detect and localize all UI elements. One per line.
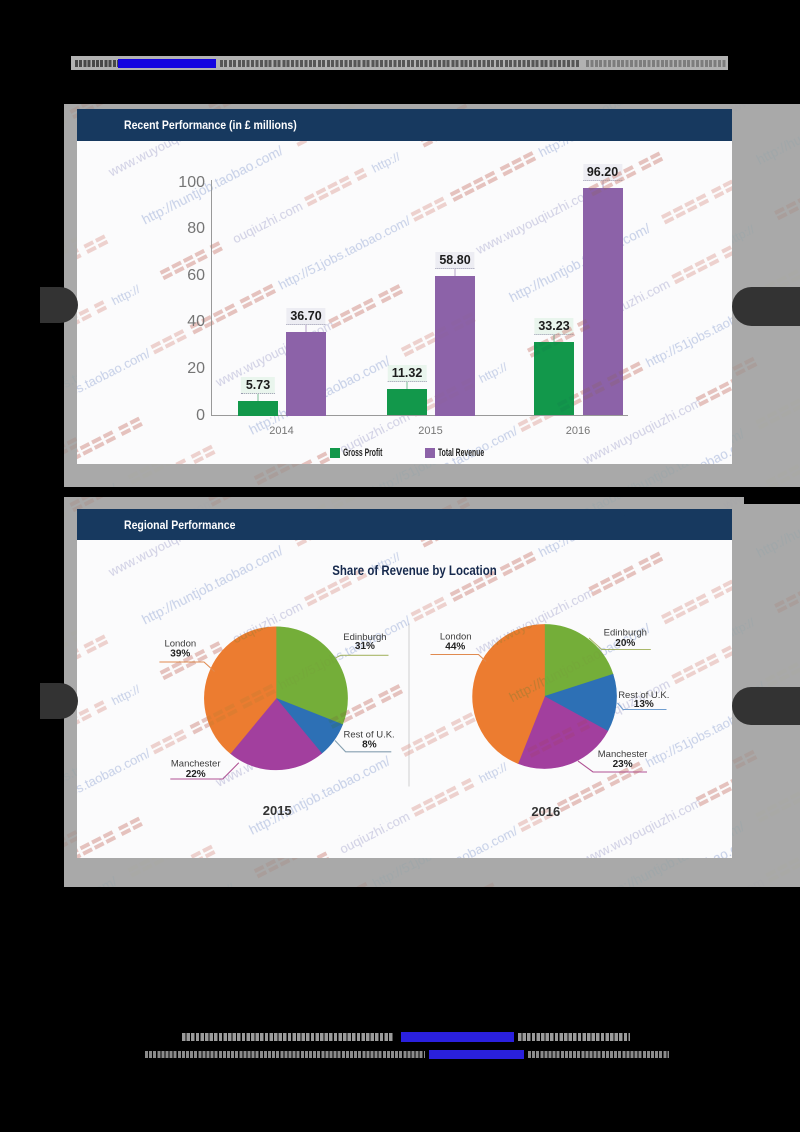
svg-text:23%: 23% <box>613 758 633 769</box>
svg-text:31%: 31% <box>355 641 375 652</box>
svg-text:13%: 13% <box>634 699 654 710</box>
svg-text:20%: 20% <box>615 638 635 649</box>
svg-text:39%: 39% <box>170 648 190 659</box>
svg-text:2015: 2015 <box>263 803 292 818</box>
svg-text:44%: 44% <box>445 641 465 652</box>
svg-text:Edinburgh: Edinburgh <box>604 627 647 638</box>
svg-text:22%: 22% <box>186 768 206 779</box>
svg-text:8%: 8% <box>362 739 377 750</box>
svg-text:Manchester: Manchester <box>171 758 221 769</box>
svg-text:2016: 2016 <box>531 803 560 818</box>
